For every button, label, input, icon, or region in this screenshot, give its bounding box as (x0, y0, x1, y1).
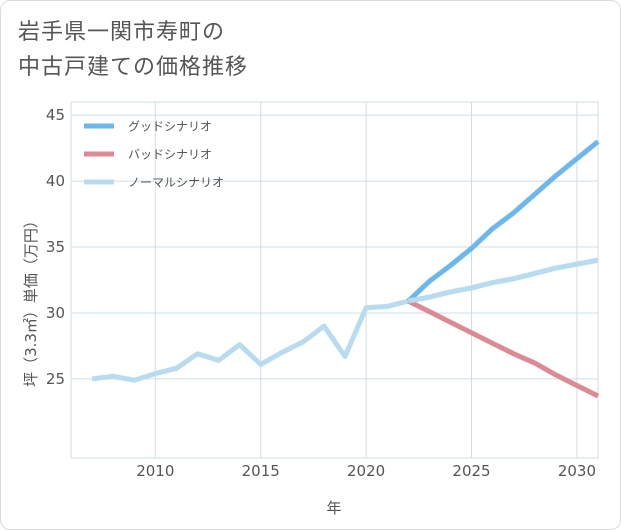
legend-label-0: グッドシナリオ (128, 120, 212, 134)
x-tick-label-2015: 2015 (242, 462, 280, 480)
series-line-normal-forecast (407, 257, 599, 304)
legend-item-1: バッドシナリオ (84, 148, 212, 162)
x-tick-label-2010: 2010 (136, 462, 174, 480)
x-axis-label: 年 (326, 499, 341, 517)
chart-title-line-2: 中古戸建ての価格推移 (18, 55, 249, 80)
legend-item-0: グッドシナリオ (84, 120, 212, 134)
chart-title: 岩手県一関市寿町の 中古戸建ての価格推移 (18, 15, 248, 85)
legend-label-1: バッドシナリオ (128, 148, 212, 162)
x-tick-label-2030: 2030 (558, 462, 596, 480)
x-tick-label-2020: 2020 (347, 462, 385, 480)
x-tick-labels: 2010 2015 2020 2025 2030 (136, 462, 596, 480)
y-gridlines (71, 114, 598, 380)
legend-label-2: ノーマルシナリオ (128, 176, 224, 190)
y-tick-label-30: 30 (46, 304, 65, 322)
x-tick-label-2025: 2025 (452, 462, 490, 480)
y-tick-label-45: 45 (46, 106, 65, 124)
y-tick-label-35: 35 (46, 238, 65, 256)
y-tick-label-40: 40 (46, 172, 65, 190)
y-tick-labels: 25 30 35 40 45 (46, 106, 65, 388)
chart-title-line-1: 岩手県一関市寿町の (18, 20, 226, 45)
legend-item-2: ノーマルシナリオ (84, 176, 224, 190)
series-line-1 (407, 298, 600, 399)
y-tick-label-25: 25 (46, 370, 65, 388)
y-axis-label: 坪（3.3㎡）単価（万円） (22, 213, 40, 387)
series-line-0 (406, 139, 600, 303)
series-lines (91, 139, 600, 399)
